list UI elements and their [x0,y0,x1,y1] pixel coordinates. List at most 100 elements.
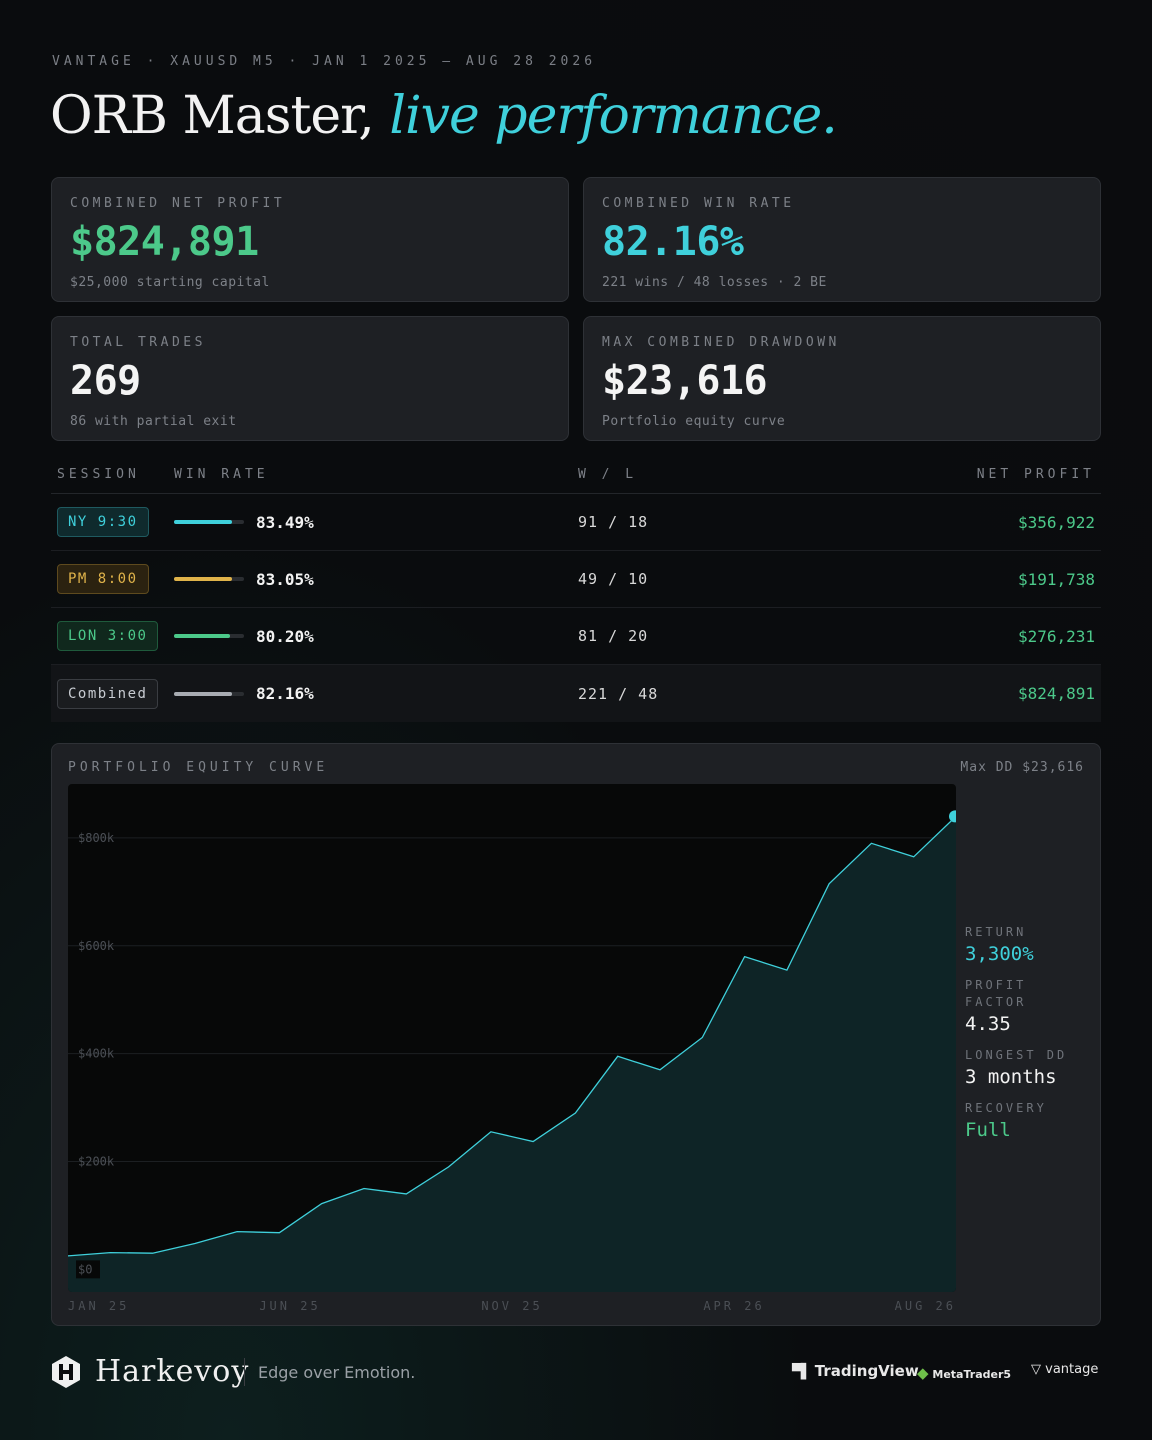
win-rate-value: 83.05% [256,569,314,589]
win-rate-bar [174,691,244,696]
equity-chart-panel: PORTFOLIO EQUITY CURVE Max DD $23,616 $0… [51,743,1101,1326]
x-tick-label: JUN 25 [259,1299,321,1313]
tradingview-logo: ▀▌ TradingView [792,1362,919,1380]
chart-title: PORTFOLIO EQUITY CURVE [68,760,329,775]
card-label: COMBINED NET PROFIT [70,196,286,211]
session-pill: LON 3:00 [57,621,159,651]
session-pill: NY 9:30 [57,507,149,537]
tradingview-icon: ▀▌ [792,1364,811,1380]
svg-text:$0: $0 [78,1262,92,1276]
title-accent: live performance. [389,86,837,146]
equity-plot: $0 $200k $400k $600k $800k [68,784,956,1292]
brand-tagline: Edge over Emotion. [258,1363,416,1382]
net-profit-cell: $276,231 [1017,626,1095,646]
card-sub: $25,000 starting capital [70,275,270,290]
stat-label: RETURN [965,925,1027,939]
svg-text:$600k: $600k [78,939,115,953]
header-session: SESSION [57,467,140,482]
equity-chart-svg: $0 $200k $400k $600k $800k [68,810,956,1292]
win-rate-bar-fill [174,520,233,524]
stat-block: LONGEST DD 3 months [965,1047,1095,1088]
page-title: ORB Master, live performance. [50,86,838,146]
win-rate-bar-fill [174,634,231,638]
vantage-label: vantage [1045,1362,1099,1377]
session-pill: PM 8:00 [57,564,149,594]
stat-block: RECOVERY Full [965,1100,1095,1141]
harkevoy-logo-icon [52,1356,80,1388]
y-tick-label: $800k [78,831,115,845]
table-header: SESSION WIN RATE W / L NET PROFIT [51,456,1101,494]
svg-text:$400k: $400k [78,1047,115,1061]
stat-value: 4.35 [965,1013,1011,1035]
win-rate-bar [174,520,244,524]
win-rate-bar [174,634,244,638]
card-win-rate: COMBINED WIN RATE 82.16% 221 wins / 48 l… [583,177,1101,302]
win-rate-cell: 80.20% [174,627,578,646]
table-row: NY 9:30 83.49% 91 / 18 $356,922 [51,494,1101,551]
card-sub: Portfolio equity curve [602,414,786,429]
header-net-profit: NET PROFIT [976,467,1095,482]
y-tick-label: $0 [76,1260,100,1279]
win-rate-cell: 83.05% [174,570,578,589]
card-label: MAX COMBINED DRAWDOWN [602,335,840,350]
stat-block: RETURN 3,300% [965,924,1095,965]
session-cell: NY 9:30 [51,507,174,537]
win-rate-cell: 82.16% [174,684,578,703]
card-value: $23,616 [602,358,768,404]
metatrader-icon: ◆ [917,1364,929,1382]
x-tick-label: AUG 26 [894,1299,956,1313]
wl-cell: 91 / 18 [578,513,649,531]
win-rate-bar-fill [174,691,232,696]
brand-name: Harkevoy [95,1354,250,1389]
session-table: SESSION WIN RATE W / L NET PROFIT NY 9:3… [51,456,1101,722]
wl-cell: 49 / 10 [578,570,649,588]
table-row: Combined 82.16% 221 / 48 $824,891 [51,665,1101,722]
stat-block: PROFIT FACTOR 4.35 [965,977,1095,1035]
x-tick-label: JAN 25 [68,1299,130,1313]
table-row: PM 8:00 83.05% 49 / 10 $191,738 [51,551,1101,608]
card-total-trades: TOTAL TRADES 269 86 with partial exit [51,316,569,441]
card-value: $824,891 [70,219,259,265]
equity-end-point [949,810,956,823]
card-label: TOTAL TRADES [70,335,206,350]
stat-label: RECOVERY [965,1101,1047,1115]
net-profit-cell: $824,891 [1017,684,1095,703]
y-tick-label: $600k [78,939,115,953]
report-kicker: VANTAGE · XAUUSD M5 · JAN 1 2025 – AUG 2… [52,54,597,69]
card-sub: 221 wins / 48 losses · 2 BE [602,275,827,290]
win-rate-value: 83.49% [256,512,314,532]
vantage-logo: ▽ vantage [1031,1362,1098,1377]
svg-text:$800k: $800k [78,831,115,845]
x-tick-label: NOV 25 [481,1299,543,1313]
win-rate-bar-fill [174,577,233,581]
y-tick-label: $400k [78,1047,115,1061]
session-cell: PM 8:00 [51,564,174,594]
stat-label: LONGEST DD [965,1048,1068,1062]
equity-line [68,815,956,1257]
svg-text:$200k: $200k [78,1154,115,1168]
header-win-rate: WIN RATE [174,467,269,482]
y-tick-label: $200k [78,1154,115,1168]
net-profit-cell: $356,922 [1017,512,1095,532]
wl-cell: 81 / 20 [578,627,649,645]
card-max-drawdown: MAX COMBINED DRAWDOWN $23,616 Portfolio … [583,316,1101,441]
card-net-profit: COMBINED NET PROFIT $824,891 $25,000 sta… [51,177,569,302]
stat-value: Full [965,1119,1011,1141]
tradingview-label: TradingView [814,1362,919,1380]
session-cell: LON 3:00 [51,621,174,651]
equity-area [68,816,956,1292]
vantage-icon: ▽ [1031,1362,1041,1377]
wl-cell: 221 / 48 [578,684,659,703]
card-value: 82.16% [602,219,744,265]
win-rate-value: 80.20% [256,626,314,646]
stat-label: PROFIT FACTOR [965,978,1027,1009]
table-row: LON 3:00 80.20% 81 / 20 $276,231 [51,608,1101,665]
x-tick-label: APR 26 [703,1299,765,1313]
footer-divider [244,1358,245,1386]
session-cell: Combined [51,678,174,709]
card-label: COMBINED WIN RATE [602,196,795,211]
x-axis-labels: JAN 25 JUN 25 NOV 25 APR 26 AUG 26 [68,1299,956,1315]
footer: Harkevoy Edge over Emotion. ▀▌ TradingVi… [51,1352,1101,1392]
card-sub: 86 with partial exit [70,414,237,429]
win-rate-value: 82.16% [256,684,314,703]
